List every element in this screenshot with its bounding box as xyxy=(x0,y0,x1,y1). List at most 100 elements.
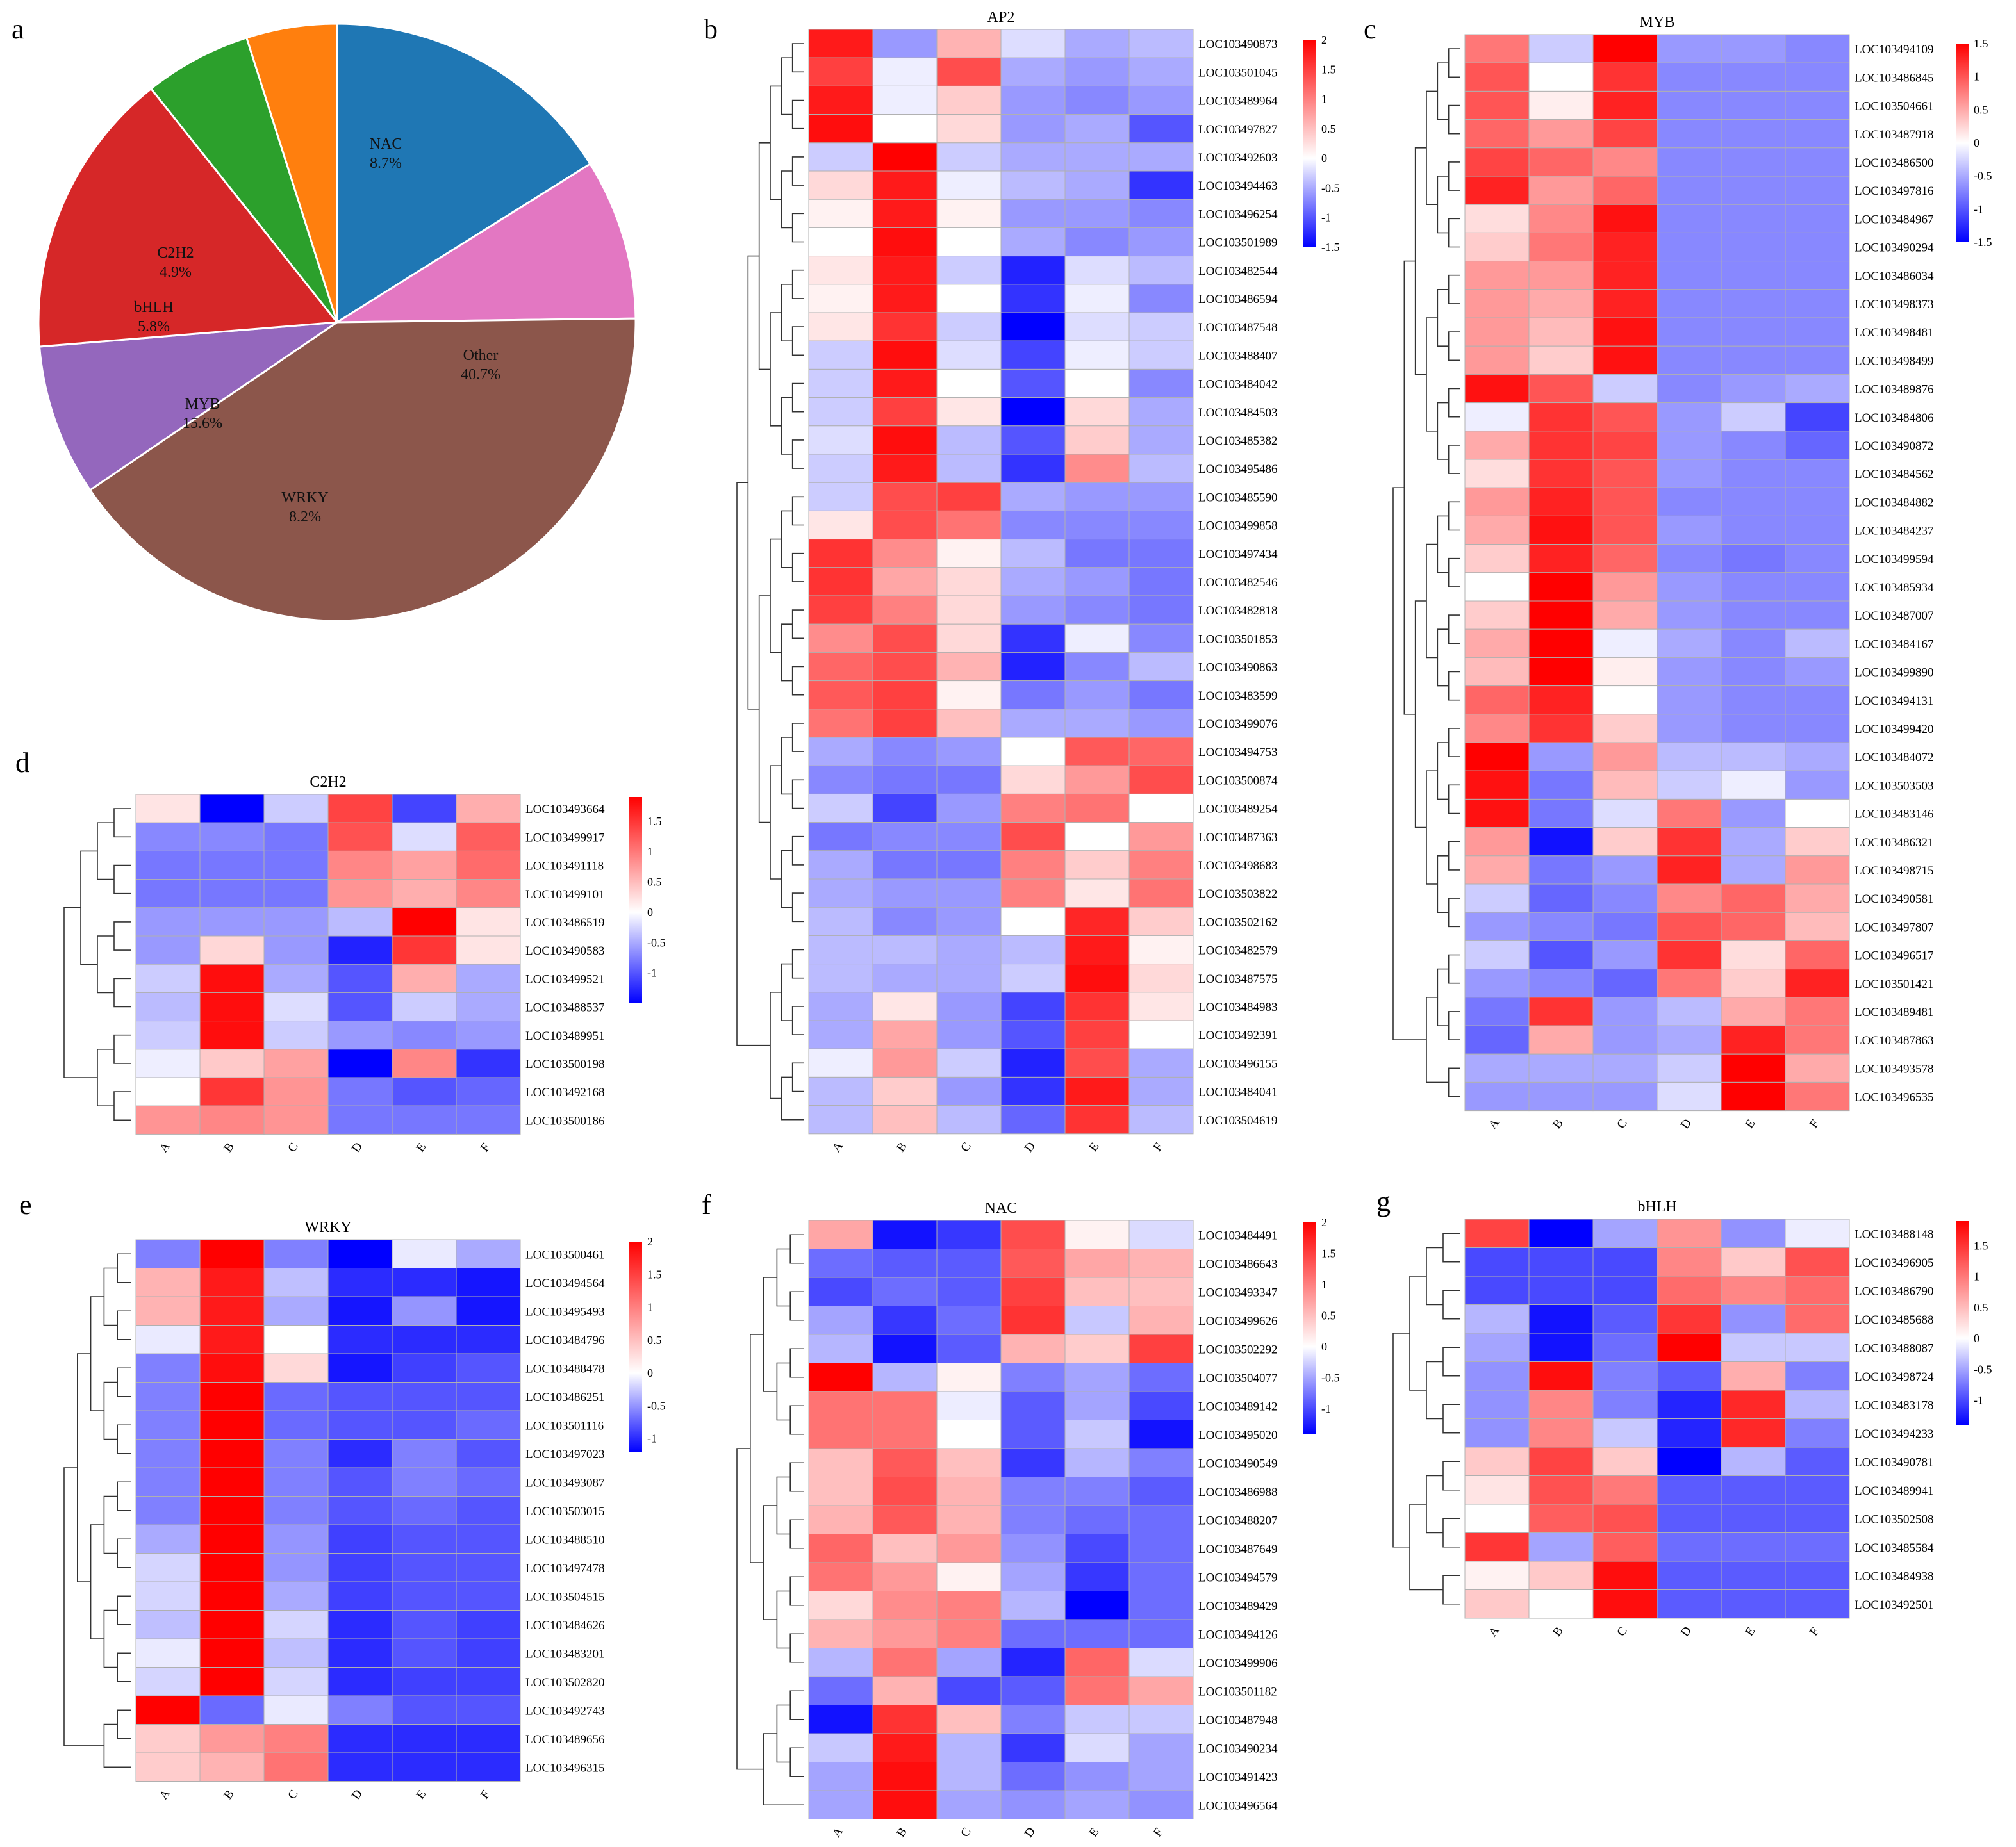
row-label-ap2: LOC103495486 xyxy=(1198,463,1278,476)
heatmap-cell-ap2 xyxy=(1128,340,1194,370)
heatmap-cell-c2h2 xyxy=(392,879,457,908)
heatmap-cell-myb xyxy=(1721,1025,1786,1055)
heatmap-cell-myb xyxy=(1464,940,1530,970)
heatmap-cell-ap2 xyxy=(872,680,938,710)
row-label-myb: LOC103487918 xyxy=(1855,128,1934,142)
row-label-wrky: LOC103494564 xyxy=(525,1277,605,1290)
heatmap-cell-myb xyxy=(1464,487,1530,516)
heatmap-cell-ap2 xyxy=(1000,964,1066,993)
heatmap-cell-wrky xyxy=(135,1581,201,1611)
heatmap-cell-myb xyxy=(1721,997,1786,1026)
heatmap-cell-nac xyxy=(1128,1277,1194,1306)
heatmap-cell-wrky xyxy=(456,1524,521,1554)
heatmap-cell-wrky xyxy=(199,1496,265,1525)
heatmap-cell-bhlh xyxy=(1464,1475,1530,1505)
heatmap-cell-myb xyxy=(1785,714,1850,743)
heatmap-cell-myb xyxy=(1464,345,1530,375)
color-scale-bar-ap2 xyxy=(1303,40,1316,247)
heatmap-cell-ap2 xyxy=(808,652,873,682)
row-label-myb: LOC103490581 xyxy=(1855,892,1934,906)
heatmap-cell-ap2 xyxy=(1000,256,1066,285)
heatmap-cell-nac xyxy=(1000,1562,1066,1591)
heatmap-cell-myb xyxy=(1464,402,1530,432)
heatmap-cell-myb xyxy=(1657,176,1722,205)
heatmap-cell-bhlh xyxy=(1657,1418,1722,1448)
heatmap-cell-ap2 xyxy=(1000,29,1066,58)
heatmap-cell-nac xyxy=(1128,1249,1194,1278)
heatmap-cell-myb xyxy=(1657,798,1722,828)
heatmap-cell-wrky xyxy=(327,1496,393,1525)
heatmap-cell-ap2 xyxy=(1064,340,1130,370)
heatmap-cell-myb xyxy=(1528,515,1594,545)
row-label-c2h2: LOC103493664 xyxy=(525,803,605,816)
heatmap-cell-bhlh xyxy=(1721,1475,1786,1505)
heatmap-cell-bhlh xyxy=(1528,1589,1594,1619)
heatmap-cell-nac xyxy=(1064,1733,1130,1762)
heatmap-cell-ap2 xyxy=(1000,170,1066,200)
color-scale-tick-c2h2: 0 xyxy=(647,906,653,919)
heatmap-cell-ap2 xyxy=(808,142,873,172)
heatmap-cell-myb xyxy=(1464,317,1530,347)
heatmap-cell-nac xyxy=(1000,1277,1066,1306)
heatmap-cell-ap2 xyxy=(1064,652,1130,682)
row-label-myb: LOC103484967 xyxy=(1855,213,1934,226)
row-label-myb: LOC103494131 xyxy=(1855,694,1934,708)
heatmap-cell-wrky xyxy=(199,1752,265,1782)
heatmap-cell-c2h2 xyxy=(199,907,265,937)
color-scale-tick-ap2: -1 xyxy=(1321,211,1331,224)
heatmap-cell-myb xyxy=(1785,883,1850,913)
heatmap-cell-bhlh xyxy=(1785,1475,1850,1505)
heatmap-cell-ap2 xyxy=(1064,1105,1130,1135)
color-scale-tick-myb: -0.5 xyxy=(1974,170,1992,183)
heatmap-cell-ap2 xyxy=(808,765,873,794)
heatmap-cell-wrky xyxy=(327,1467,393,1497)
heatmap-cell-wrky xyxy=(135,1239,201,1268)
heatmap-cell-wrky xyxy=(456,1410,521,1440)
row-label-myb: LOC103490872 xyxy=(1855,439,1934,453)
heatmap-cell-wrky xyxy=(392,1752,457,1782)
heatmap-cell-myb xyxy=(1592,827,1658,857)
row-label-ap2: LOC103500874 xyxy=(1198,774,1278,787)
heatmap-cell-c2h2 xyxy=(263,879,329,908)
heatmap-cell-myb xyxy=(1721,770,1786,800)
heatmap-cell-nac xyxy=(1000,1220,1066,1249)
heatmap-cell-ap2 xyxy=(1000,340,1066,370)
pie-slice-nac-label: NAC xyxy=(370,136,402,152)
heatmap-cell-myb xyxy=(1528,487,1594,516)
heatmap-cell-ap2 xyxy=(936,878,1002,908)
heatmap-cell-ap2 xyxy=(872,737,938,766)
heatmap-cell-myb xyxy=(1528,232,1594,262)
heatmap-cell-bhlh xyxy=(1528,1418,1594,1448)
heatmap-cell-nac xyxy=(1064,1277,1130,1306)
heatmap-cell-bhlh xyxy=(1785,1219,1850,1248)
color-scale-tick-ap2: 1.5 xyxy=(1321,63,1336,76)
row-label-nac: LOC103504077 xyxy=(1198,1372,1278,1385)
pie-slice-bhlh-label: bHLH xyxy=(134,299,173,316)
color-scale-tick-wrky: 0.5 xyxy=(647,1334,662,1347)
heatmap-cell-wrky xyxy=(327,1524,393,1554)
heatmap-title-bhlh: bHLH xyxy=(1637,1199,1676,1215)
heatmap-cell-ap2 xyxy=(936,284,1002,313)
panel-letter-d: d xyxy=(15,747,29,778)
heatmap-cell-bhlh xyxy=(1592,1447,1658,1476)
heatmap-cell-c2h2 xyxy=(327,879,393,908)
heatmap-cell-c2h2 xyxy=(392,992,457,1022)
pie-slice-other-label: Other xyxy=(463,347,499,364)
heatmap-cell-ap2 xyxy=(1064,29,1130,58)
heatmap-cell-wrky xyxy=(392,1439,457,1468)
heatmap-cell-nac xyxy=(1064,1306,1130,1335)
heatmap-cell-nac xyxy=(1064,1249,1130,1278)
heatmap-cell-nac xyxy=(1000,1648,1066,1677)
heatmap-cell-myb xyxy=(1721,883,1786,913)
heatmap-cell-bhlh xyxy=(1528,1561,1594,1590)
row-label-nac: LOC103499906 xyxy=(1198,1657,1278,1670)
heatmap-cell-wrky xyxy=(263,1752,329,1782)
heatmap-cell-wrky xyxy=(392,1581,457,1611)
row-label-c2h2: LOC103492168 xyxy=(525,1086,605,1099)
heatmap-cell-ap2 xyxy=(1000,1105,1066,1135)
heatmap-cell-ap2 xyxy=(1128,114,1194,144)
heatmap-cell-bhlh xyxy=(1785,1276,1850,1305)
heatmap-cell-nac xyxy=(808,1306,873,1335)
heatmap-cell-ap2 xyxy=(1064,793,1130,823)
heatmap-cell-myb xyxy=(1657,1081,1722,1112)
